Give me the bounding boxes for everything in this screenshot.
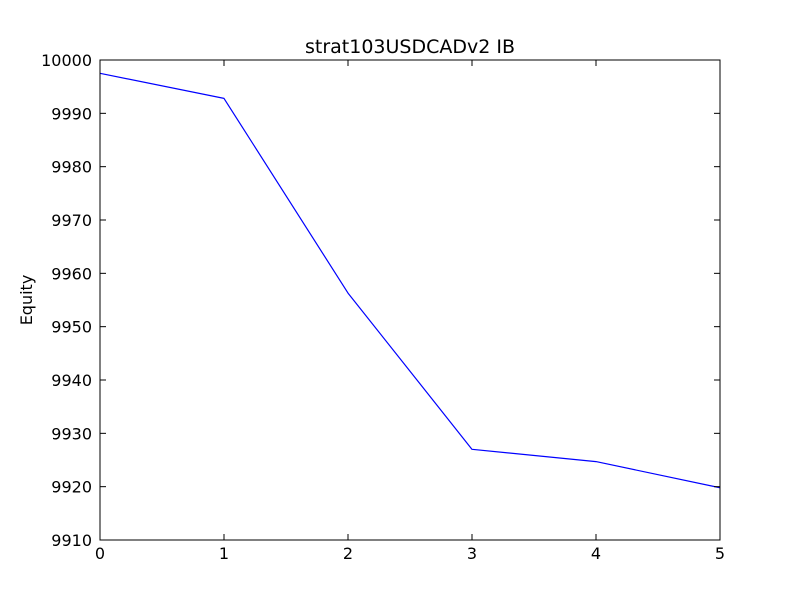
y-tick-label: 9960 [51, 264, 92, 283]
x-tick-label: 3 [467, 544, 477, 563]
plot-frame [99, 59, 721, 541]
x-tick-label: 5 [715, 544, 725, 563]
y-tick-label: 9910 [51, 531, 92, 550]
y-tick-label: 9990 [51, 104, 92, 123]
y-tick-label: 9930 [51, 424, 92, 443]
y-tick-label: 10000 [41, 51, 92, 70]
y-axis-label: Equity [17, 275, 36, 326]
plot-area: 0 1 2 3 4 5 9910 9920 9930 9940 9950 9960 9970 9980 99… [41, 51, 725, 563]
y-tick-label: 9940 [51, 371, 92, 390]
series-line-0 [99, 72, 721, 489]
y-tick-label: 9920 [51, 478, 92, 497]
x-tick-label: 1 [219, 544, 229, 563]
x-tick-label: 4 [591, 544, 601, 563]
chart-title: strat103USDCADv2 IB [305, 36, 515, 58]
x-tick-label: 0 [95, 544, 105, 563]
y-tick-label: 9970 [51, 211, 92, 230]
y-tick-label: 9950 [51, 318, 92, 337]
x-tick-label: 2 [343, 544, 353, 563]
y-tick-label: 9980 [51, 158, 92, 177]
